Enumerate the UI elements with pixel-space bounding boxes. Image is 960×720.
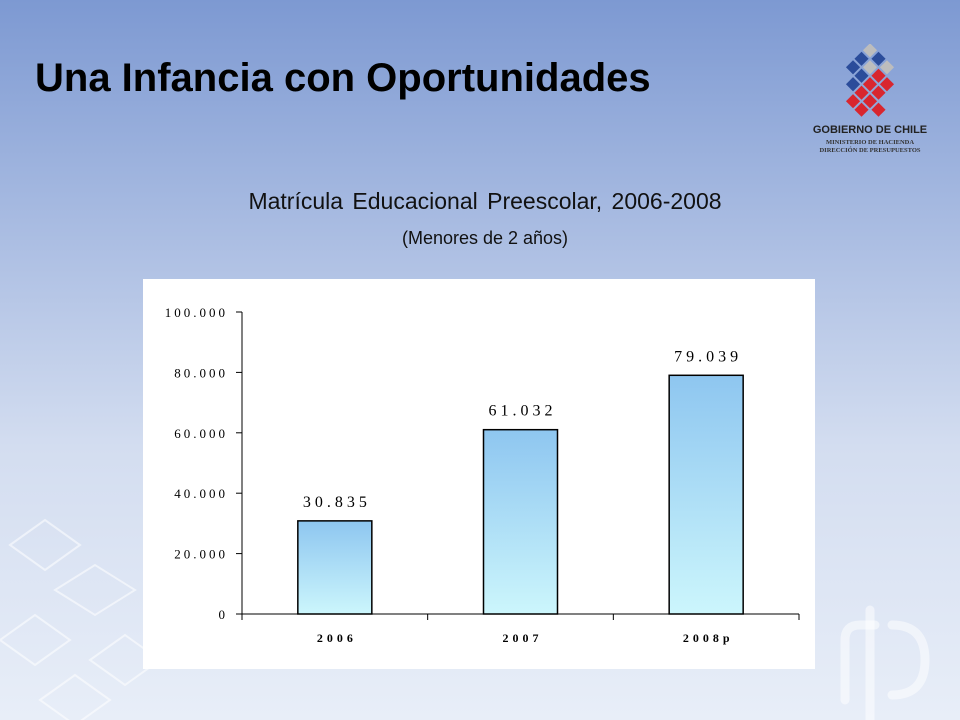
data-label: 79.039 xyxy=(674,348,742,365)
logo-ministry: MINISTERIO DE HACIENDA xyxy=(825,139,915,146)
bar-2007 xyxy=(482,428,559,615)
bar-chart: 0 20.000 40.000 60.000 80.000 100.000 30.835 20… xyxy=(165,305,800,645)
logo-name: GOBIERNO DE CHILE xyxy=(812,124,928,136)
logo-directorate: DIRECCIÓN DE PRESUPUESTOS xyxy=(819,147,921,154)
bar-2006 xyxy=(297,520,373,615)
y-tick-label: 100.000 xyxy=(165,305,228,320)
chart-title: Matrícula Educacional Preescolar, 2006-2… xyxy=(248,188,722,214)
chart-panel: 0 20.000 40.000 60.000 80.000 100.000 30.835 20… xyxy=(143,279,815,669)
y-tick-label: 0 xyxy=(219,607,229,622)
bar-2008p xyxy=(668,374,744,615)
x-tick-label: 2008p xyxy=(683,631,734,645)
y-tick-label: 60.000 xyxy=(174,426,228,441)
y-tick-label: 40.000 xyxy=(174,486,228,501)
y-tick-label: 20.000 xyxy=(174,547,228,562)
x-tick-label: 2006 xyxy=(317,631,357,645)
chart-subtitle: (Menores de 2 años) xyxy=(401,228,569,248)
slide-title: Una Infancia con Oportunidades xyxy=(35,56,651,100)
x-tick-label: 2007 xyxy=(503,631,543,645)
data-label: 30.835 xyxy=(303,494,371,511)
gobierno-de-chile-logo: GOBIERNO DE CHILE MINISTERIO DE HACIENDA… xyxy=(808,43,932,164)
logo-mosaic-icon xyxy=(845,43,895,117)
data-label: 61.032 xyxy=(489,403,557,420)
y-tick-label: 80.000 xyxy=(174,365,228,380)
